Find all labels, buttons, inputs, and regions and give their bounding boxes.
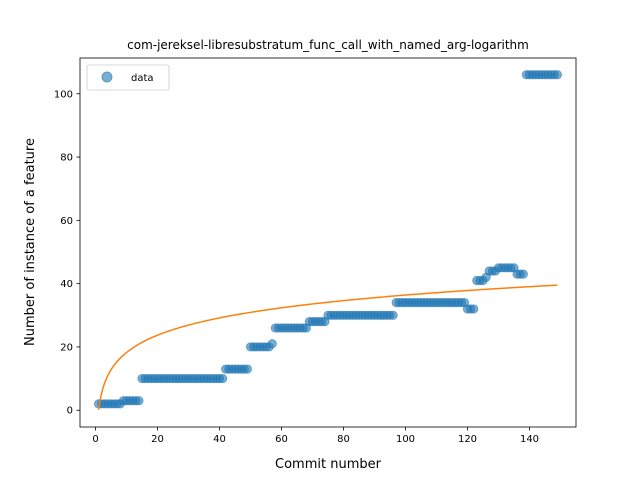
legend-marker-data xyxy=(101,71,113,83)
x-tick-label: 40 xyxy=(213,434,226,445)
plot-area xyxy=(94,70,563,411)
data-point xyxy=(218,373,228,384)
x-tick-label: 60 xyxy=(275,434,288,445)
y-tick-label: 100 xyxy=(54,89,73,100)
y-tick-label: 40 xyxy=(60,279,73,290)
x-tick-label: 140 xyxy=(520,434,539,445)
data-point xyxy=(134,396,144,406)
x-tick-label: 20 xyxy=(151,434,164,445)
x-axis: 0 20 40 60 80 100 120 140 xyxy=(92,427,539,445)
legend: data xyxy=(86,64,170,91)
data-point xyxy=(518,269,528,279)
x-tick-label: 0 xyxy=(92,434,98,445)
plot-frame xyxy=(79,57,577,428)
y-axis-label: Number of instance of a feature xyxy=(23,138,38,346)
data-point xyxy=(267,339,277,349)
fit-line xyxy=(97,284,558,411)
x-tick-label: 80 xyxy=(337,434,350,445)
data-point xyxy=(469,304,479,314)
y-axis: 0 20 40 60 80 100 xyxy=(54,89,80,417)
y-tick-label: 20 xyxy=(60,342,73,353)
data-point xyxy=(242,364,252,374)
y-tick-label: 0 xyxy=(67,406,73,417)
legend-box xyxy=(86,64,170,91)
data-point xyxy=(552,70,563,80)
y-tick-label: 60 xyxy=(60,216,73,227)
data-point xyxy=(388,310,398,320)
x-axis-label: Commit number xyxy=(275,457,382,472)
legend-label-data: data xyxy=(131,73,154,84)
x-tick-label: 100 xyxy=(396,434,415,445)
y-tick-label: 80 xyxy=(60,153,73,164)
x-tick-label: 120 xyxy=(458,434,477,445)
chart-title: com-jereksel-libresubstratum_func_call_w… xyxy=(127,38,529,52)
